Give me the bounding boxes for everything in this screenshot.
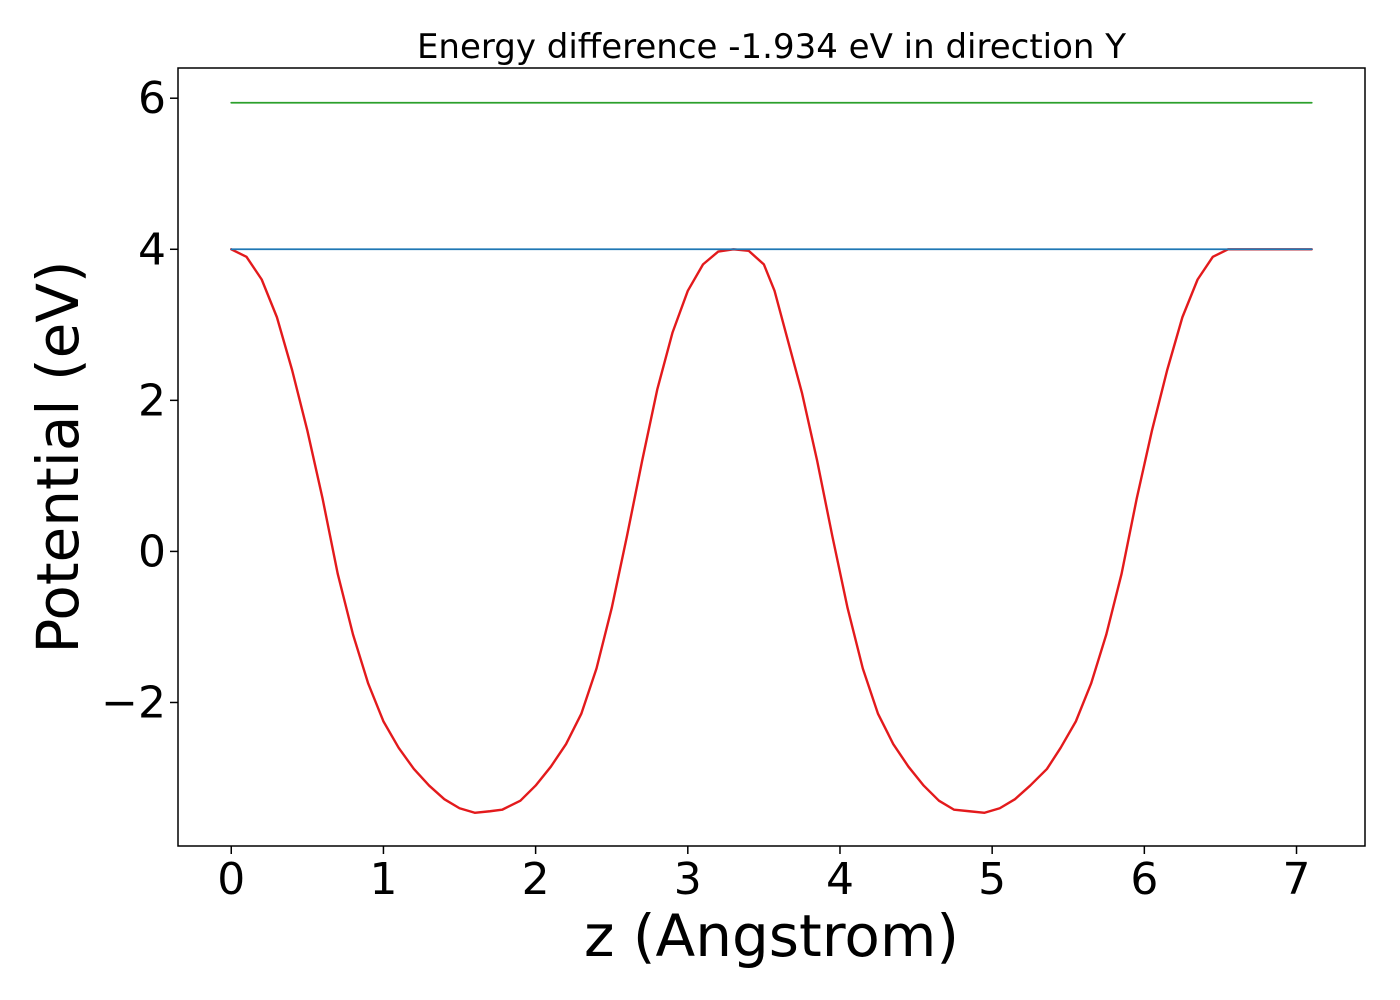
x-tick-label-4: 4 [826, 854, 854, 905]
y-axis-label: Potential (eV) [24, 260, 92, 653]
x-tick-label-6: 6 [1130, 854, 1158, 905]
chart-title: Energy difference -1.934 eV in direction… [417, 27, 1126, 67]
x-axis-label: z (Angstrom) [584, 902, 959, 970]
x-tick-label-7: 7 [1283, 854, 1311, 905]
tick-group: 0 1 2 3 4 5 6 7 −2 0 2 4 6 [101, 73, 1310, 905]
x-tick-label-2: 2 [522, 854, 550, 905]
series-line-0 [230, 248, 1313, 814]
series-group [230, 101, 1313, 814]
x-tick-label-3: 3 [674, 854, 702, 905]
x-tick-label-5: 5 [978, 854, 1006, 905]
x-tick-label-0: 0 [217, 854, 245, 905]
y-tick-label-2: 2 [138, 375, 166, 426]
y-tick-label-4: 4 [138, 224, 166, 275]
plot-frame [177, 67, 1366, 847]
x-tick-label-1: 1 [369, 854, 397, 905]
y-tick-label-0: 0 [138, 526, 166, 577]
y-tick-label-6: 6 [138, 73, 166, 124]
y-tick-label--2: −2 [101, 677, 166, 728]
